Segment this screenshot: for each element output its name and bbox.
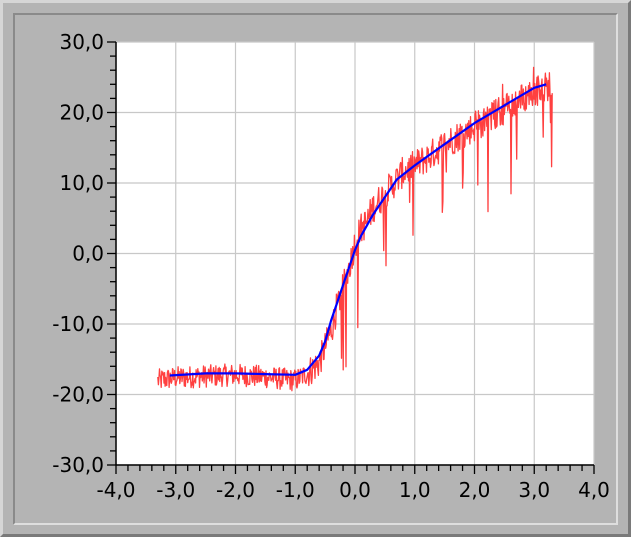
- y-tick-label: -30,0: [52, 453, 104, 477]
- x-tick-label: -1,0: [276, 478, 315, 502]
- y-tick-label: 10,0: [59, 171, 104, 195]
- x-tick-label: 4,0: [578, 478, 610, 502]
- x-tick-label: 0,0: [339, 478, 371, 502]
- chart-frame: [13, 13, 618, 525]
- series-line-1: [169, 83, 547, 377]
- y-tick-label: 30,0: [59, 30, 104, 54]
- x-tick-label: 1,0: [399, 478, 431, 502]
- y-tick-label: -10,0: [52, 312, 104, 336]
- x-tick-label: -2,0: [216, 478, 255, 502]
- x-tick-label: -3,0: [156, 478, 195, 502]
- series-layer: [157, 66, 553, 392]
- tick-labels: -4,0 -3,0 -2,0 -1,0 0,0 1,0 2,0 3,0 4,0 30,0 20,0 1…: [52, 30, 610, 502]
- x-tick-label: -4,0: [96, 478, 135, 502]
- axes: [115, 42, 594, 466]
- x-tick-label: 2,0: [459, 478, 491, 502]
- y-tick-label: 20,0: [59, 101, 104, 125]
- minor-ticks: [107, 41, 595, 474]
- y-tick-label: 0,0: [72, 242, 104, 266]
- y-tick-label: -20,0: [52, 383, 104, 407]
- x-tick-label: 3,0: [518, 478, 550, 502]
